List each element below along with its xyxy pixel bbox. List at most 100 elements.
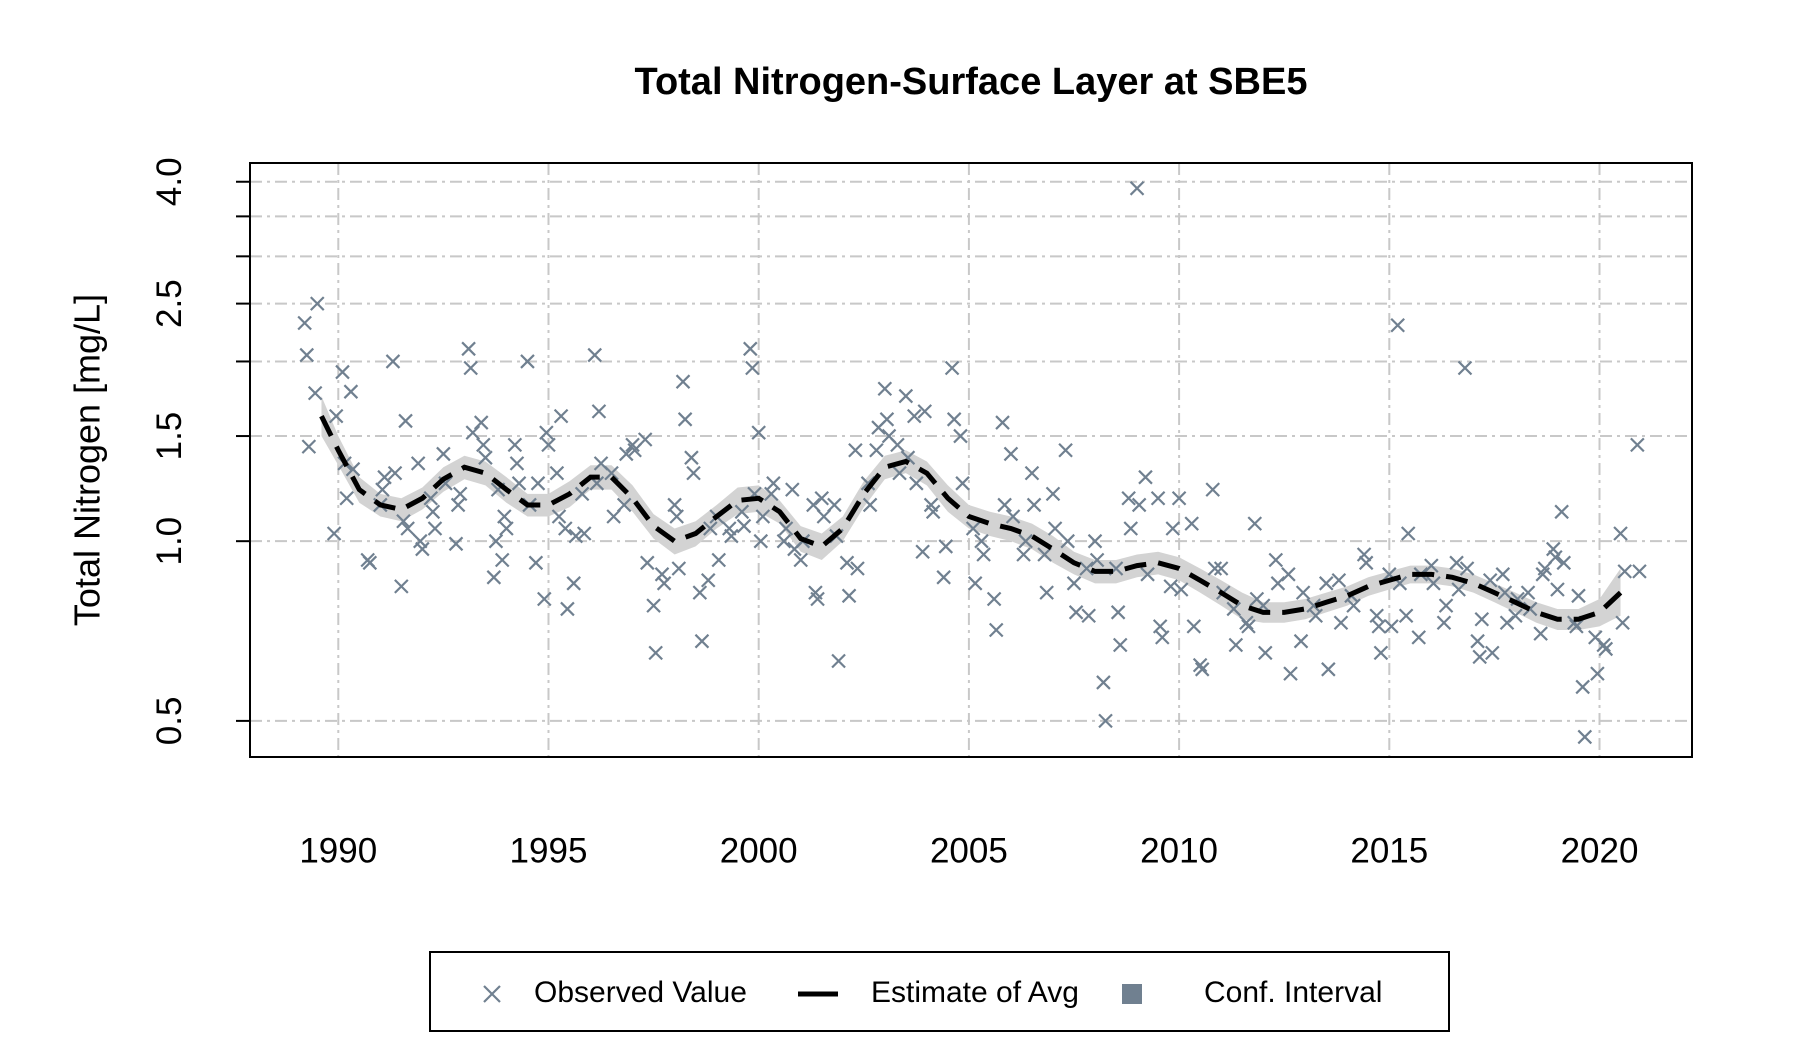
data-point bbox=[906, 408, 922, 424]
data-point bbox=[667, 497, 682, 513]
data-point bbox=[1293, 633, 1309, 649]
data-point bbox=[301, 439, 317, 454]
data-point bbox=[1333, 615, 1349, 631]
data-point bbox=[394, 579, 409, 594]
data-point bbox=[1016, 547, 1031, 562]
data-point bbox=[511, 476, 527, 491]
data-point bbox=[862, 497, 878, 513]
data-point bbox=[463, 360, 478, 376]
trend-line bbox=[319, 414, 1623, 622]
data-point bbox=[995, 415, 1010, 430]
data-point bbox=[915, 544, 930, 560]
data-point bbox=[1617, 564, 1633, 579]
data-point bbox=[1079, 561, 1094, 576]
data-point bbox=[988, 622, 1004, 638]
data-point bbox=[669, 509, 684, 524]
x-tick-label: 2000 bbox=[720, 831, 798, 870]
data-point bbox=[1241, 619, 1256, 634]
data-point bbox=[753, 533, 769, 549]
data-point bbox=[898, 388, 914, 404]
data-point bbox=[850, 561, 865, 576]
data-point bbox=[560, 601, 575, 617]
data-point bbox=[425, 504, 441, 520]
data-point bbox=[396, 513, 411, 529]
chart-title: Total Nitrogen-Surface Layer at SBE5 bbox=[635, 61, 1308, 103]
data-point bbox=[410, 456, 426, 471]
data-point bbox=[1171, 490, 1187, 506]
data-point bbox=[1295, 585, 1311, 600]
data-point bbox=[1226, 601, 1242, 617]
data-point bbox=[537, 591, 552, 607]
data-point bbox=[736, 518, 752, 534]
data-point bbox=[1138, 469, 1153, 485]
data-point bbox=[671, 561, 687, 576]
data-point bbox=[387, 465, 403, 481]
data-point bbox=[549, 465, 565, 481]
data-point bbox=[1058, 442, 1073, 458]
legend-label: Observed Value bbox=[534, 976, 747, 1009]
data-point bbox=[1545, 541, 1561, 557]
data-point bbox=[448, 536, 464, 552]
x-tick-label: 2020 bbox=[1561, 831, 1639, 870]
data-point bbox=[478, 450, 493, 465]
data-point bbox=[711, 552, 727, 568]
data-point bbox=[755, 509, 771, 524]
data-point bbox=[1247, 516, 1263, 531]
legend-label: Estimate of Avg bbox=[871, 976, 1079, 1009]
data-point bbox=[1470, 633, 1485, 649]
x-tick-label: 2015 bbox=[1350, 831, 1428, 870]
data-point bbox=[751, 425, 766, 440]
data-point bbox=[343, 384, 359, 399]
data-point bbox=[297, 315, 312, 331]
data-point bbox=[1451, 582, 1466, 597]
data-point bbox=[1590, 666, 1605, 681]
data-point bbox=[1207, 561, 1223, 576]
data-point bbox=[1308, 608, 1324, 624]
data-point bbox=[694, 633, 710, 649]
data-point bbox=[1438, 598, 1454, 613]
legend-swatch bbox=[1122, 984, 1142, 1004]
data-point bbox=[398, 413, 413, 429]
data-point bbox=[553, 408, 569, 424]
data-point bbox=[1018, 533, 1033, 549]
data-point bbox=[528, 555, 544, 571]
data-point bbox=[1165, 521, 1181, 536]
data-point bbox=[1024, 465, 1040, 481]
data-point bbox=[1087, 533, 1103, 549]
data-point bbox=[1258, 645, 1273, 661]
data-point bbox=[587, 347, 603, 363]
data-point bbox=[1613, 526, 1628, 541]
data-point bbox=[1400, 526, 1416, 541]
data-point bbox=[1537, 561, 1553, 576]
data-point bbox=[473, 415, 489, 430]
data-point bbox=[427, 521, 443, 536]
data-point bbox=[1173, 582, 1189, 597]
data-point bbox=[423, 490, 439, 506]
data-point bbox=[1457, 360, 1473, 376]
data-point bbox=[558, 521, 573, 536]
data-point bbox=[1508, 608, 1523, 624]
data-point bbox=[1152, 619, 1168, 634]
data-point bbox=[436, 446, 451, 462]
data-point bbox=[1569, 619, 1584, 634]
data-point bbox=[827, 497, 842, 513]
y-axis-label: Total Nitrogen [mg/L] bbox=[67, 294, 108, 626]
data-point bbox=[839, 555, 855, 571]
data-point bbox=[1047, 521, 1063, 536]
data-point bbox=[450, 497, 466, 513]
data-point bbox=[841, 588, 857, 604]
data-point bbox=[953, 428, 968, 444]
data-point bbox=[1358, 555, 1374, 571]
data-point bbox=[965, 521, 981, 536]
data-point bbox=[509, 456, 525, 471]
data-point bbox=[700, 573, 716, 588]
data-point bbox=[1060, 533, 1075, 549]
data-point bbox=[946, 412, 962, 427]
data-point bbox=[648, 645, 663, 661]
data-point bbox=[1459, 561, 1475, 576]
y-tick-label: 2.5 bbox=[150, 279, 189, 328]
data-point bbox=[377, 469, 392, 485]
data-point bbox=[944, 360, 960, 376]
data-point bbox=[362, 555, 378, 571]
data-point bbox=[339, 490, 354, 506]
